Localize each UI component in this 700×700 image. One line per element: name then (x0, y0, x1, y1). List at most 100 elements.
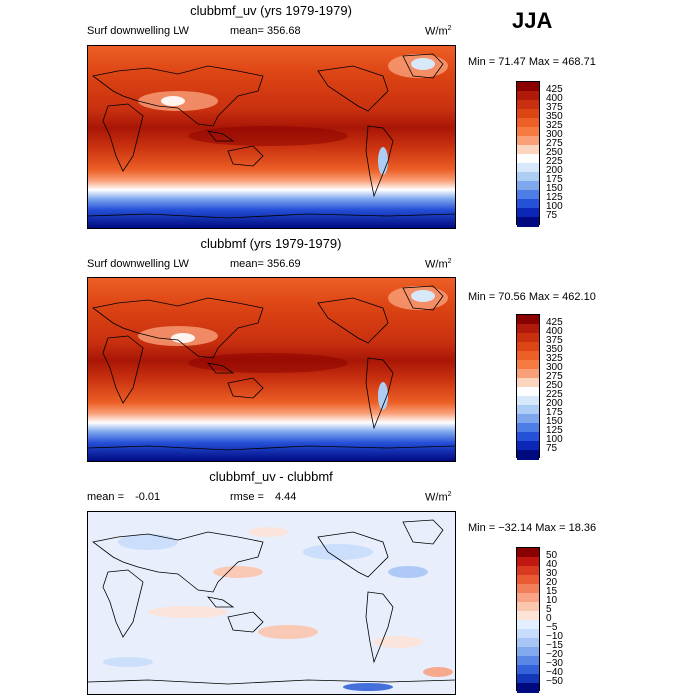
colorbar-tick-label: 400 (546, 93, 563, 104)
colorbar-swatch (517, 154, 539, 164)
panel1-map (87, 45, 456, 229)
colorbar-swatch (517, 315, 539, 325)
panel1-title: clubbmf_uv (yrs 1979-1979) (190, 3, 352, 18)
colorbar-swatch (517, 647, 539, 657)
season-label: JJA (512, 8, 553, 33)
colorbar-tick-label: 0 (546, 613, 552, 624)
panel2-min-max: Min = 70.56 Max = 462.10 (468, 291, 596, 303)
colorbar-tick-label: 125 (546, 425, 563, 436)
colorbar-tick-label: 325 (546, 353, 563, 364)
colorbar-swatch (517, 118, 539, 128)
panel2-variable: Surf downwelling LW (87, 258, 189, 270)
panel3-rmse: rmse = 4.44 (230, 491, 296, 503)
colorbar-swatch (517, 100, 539, 110)
colorbar-swatch (517, 602, 539, 612)
colorbar-swatch (517, 369, 539, 379)
colorbar-tick-label: 275 (546, 138, 563, 149)
panel3-rmse-label: rmse = (230, 491, 264, 503)
colorbar-tick-label: 350 (546, 111, 563, 122)
panel1-units: W/m2 (425, 25, 452, 38)
panel1-mean-label: mean= (230, 25, 264, 37)
panel2-title: clubbmf (yrs 1979-1979) (200, 236, 342, 251)
colorbar-swatch (517, 423, 539, 433)
colorbar-tick-label: −5 (546, 622, 558, 633)
colorbar-swatch (517, 405, 539, 415)
panel1-colorbar-labels: 425 400 375 350 325 300 275 250 225 200 175 150 125 1… (546, 81, 586, 225)
colorbar-swatch (517, 414, 539, 424)
colorbar-swatch (517, 360, 539, 370)
colorbar-swatch (517, 683, 539, 693)
colorbar-tick-label: 300 (546, 362, 563, 373)
colorbar-swatch (517, 611, 539, 621)
panel3-rmse-value: 4.44 (275, 491, 297, 503)
panel2-colorbar (516, 314, 540, 460)
colorbar-swatch (517, 629, 539, 639)
colorbar-swatch (517, 674, 539, 684)
panel3-mean-value: -0.01 (135, 491, 161, 503)
colorbar-tick-label: −50 (546, 676, 563, 687)
panel1-mean: mean= 356.68 (230, 25, 301, 37)
colorbar-tick-label: 250 (546, 147, 563, 158)
colorbar-tick-label: 275 (546, 371, 563, 382)
colorbar-swatch (517, 109, 539, 119)
colorbar-swatch (517, 396, 539, 406)
colorbar-swatch (517, 450, 539, 460)
panel3-min-max: Min = −32.14 Max = 18.36 (468, 522, 597, 534)
colorbar-tick-label: 75 (546, 443, 558, 454)
panel2-units-base: W/m (425, 258, 448, 271)
panel3-units-base: W/m (425, 491, 448, 504)
colorbar-swatch (517, 351, 539, 361)
colorbar-swatch (517, 620, 539, 630)
colorbar-swatch (517, 82, 539, 92)
panel2-mean: mean= 356.69 (230, 258, 301, 270)
colorbar-tick-label: 325 (546, 120, 563, 131)
colorbar-tick-label: 100 (546, 201, 563, 212)
colorbar-tick-label: 10 (546, 595, 558, 606)
colorbar-tick-label: 150 (546, 183, 563, 194)
colorbar-tick-label: −40 (546, 667, 563, 678)
colorbar-swatch (517, 387, 539, 397)
panel3-title: clubbmf_uv - clubbmf (209, 469, 333, 484)
colorbar-swatch (517, 432, 539, 442)
colorbar-swatch (517, 333, 539, 343)
colorbar-tick-label: 175 (546, 174, 563, 185)
colorbar-swatch (517, 91, 539, 101)
colorbar-tick-label: 350 (546, 344, 563, 355)
colorbar-swatch (517, 181, 539, 191)
colorbar-swatch (517, 342, 539, 352)
colorbar-swatch (517, 199, 539, 209)
colorbar-tick-label: 375 (546, 335, 563, 346)
panel2-map (87, 277, 456, 462)
colorbar-tick-label: −15 (546, 640, 563, 651)
colorbar-tick-label: −10 (546, 631, 563, 642)
colorbar-tick-label: 175 (546, 407, 563, 418)
colorbar-swatch (517, 378, 539, 388)
colorbar-tick-label: 15 (546, 586, 558, 597)
panel1-units-exp: 2 (447, 25, 452, 32)
colorbar-tick-label: 40 (546, 559, 558, 570)
colorbar-swatch (517, 548, 539, 558)
colorbar-swatch (517, 638, 539, 648)
colorbar-swatch (517, 217, 539, 227)
colorbar-swatch (517, 566, 539, 576)
colorbar-swatch (517, 145, 539, 155)
colorbar-tick-label: 375 (546, 102, 563, 113)
panel3-map (87, 511, 456, 695)
colorbar-swatch (517, 163, 539, 173)
colorbar-tick-label: 20 (546, 577, 558, 588)
panel2-map-svg (88, 278, 455, 461)
colorbar-tick-label: 300 (546, 129, 563, 140)
panel1-mean-value: 356.68 (267, 25, 301, 37)
colorbar-tick-label: 125 (546, 192, 563, 203)
colorbar-tick-label: 200 (546, 165, 563, 176)
colorbar-tick-label: 200 (546, 398, 563, 409)
colorbar-swatch (517, 557, 539, 567)
colorbar-swatch (517, 656, 539, 666)
colorbar-tick-label: 225 (546, 389, 563, 400)
colorbar-tick-label: −30 (546, 658, 563, 669)
panel2-mean-label: mean= (230, 258, 264, 270)
panel3-map-svg (88, 512, 455, 694)
colorbar-swatch (517, 208, 539, 218)
panel2-units: W/m2 (425, 258, 452, 271)
colorbar-swatch (517, 665, 539, 675)
